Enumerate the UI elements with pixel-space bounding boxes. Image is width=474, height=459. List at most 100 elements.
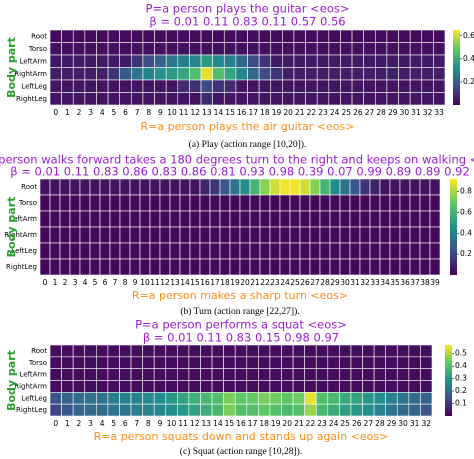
heat-cell <box>119 403 132 417</box>
caption: (a) Play (action range [10,20]). <box>189 139 307 150</box>
heat-cell <box>129 210 141 228</box>
heat-cell <box>249 258 261 276</box>
heat-cell <box>340 29 353 43</box>
heat-cell <box>200 380 213 393</box>
heat-cell <box>408 368 421 381</box>
x-tick-label: 19 <box>272 108 282 117</box>
row-label: RightLeg <box>6 263 37 271</box>
heat-cell <box>299 178 311 196</box>
heat-cell <box>373 380 386 393</box>
x-tick-label: 7 <box>135 108 140 117</box>
heat-cell <box>309 258 321 276</box>
x-tick-label: 19 <box>230 278 240 287</box>
y-axis-label: Body part <box>5 37 18 98</box>
heat-cell <box>385 380 398 393</box>
heat-cell <box>188 368 201 381</box>
heat-cell <box>107 92 121 106</box>
heat-cell <box>339 356 352 369</box>
heat-cell <box>165 79 179 93</box>
heat-cell <box>107 380 120 393</box>
row-label: LeftLeg <box>21 82 47 90</box>
heat-cell <box>293 42 306 56</box>
heat-cell <box>89 226 101 244</box>
heat-cell <box>229 242 241 260</box>
heat-cell <box>142 356 155 369</box>
heat-cell <box>363 42 376 56</box>
heat-cell <box>409 242 421 260</box>
heat-cell <box>177 356 190 369</box>
heat-cell <box>281 356 294 369</box>
heat-cell <box>177 79 190 93</box>
colorbar-tick-label: 0.2 <box>460 249 472 258</box>
heat-cell <box>369 226 381 244</box>
heat-cell <box>239 194 251 212</box>
x-tick-label: 32 <box>423 108 433 117</box>
x-tick-label: 22 <box>260 278 270 287</box>
heat-cell <box>396 344 410 358</box>
heat-cell <box>211 403 224 417</box>
x-tick-label: 17 <box>210 278 220 287</box>
heat-cell <box>433 42 446 56</box>
x-tick-label: 16 <box>237 108 247 117</box>
heat-cell <box>396 356 410 369</box>
heat-cell <box>188 392 201 405</box>
heat-cell <box>349 258 361 276</box>
heat-cell <box>212 79 225 93</box>
x-tick-label: 26 <box>353 108 363 117</box>
x-tick-label: 7 <box>113 278 118 287</box>
heat-cell <box>292 392 305 405</box>
heat-cell <box>269 226 281 244</box>
heat-cell <box>119 54 132 68</box>
heat-cell <box>247 54 260 68</box>
heat-cell <box>212 54 225 68</box>
x-tick-label: 9 <box>158 419 163 428</box>
heat-cell <box>409 210 421 228</box>
heat-cell <box>49 368 62 381</box>
heat-cell <box>39 178 51 196</box>
heat-cell <box>153 403 167 417</box>
heat-cell <box>351 42 364 56</box>
row-label: LeftLeg <box>11 247 37 255</box>
heat-cell <box>159 226 171 244</box>
heat-cell <box>159 258 171 276</box>
heat-cell <box>398 67 411 81</box>
heat-cell <box>281 344 294 358</box>
heat-cell <box>258 67 272 81</box>
heat-cell <box>61 29 74 43</box>
x-tick-label: 9 <box>158 108 163 117</box>
x-tick-label: 9 <box>133 278 138 287</box>
heat-cell <box>282 92 295 106</box>
heat-cell <box>211 344 224 358</box>
heat-cell <box>246 380 259 393</box>
heat-cell <box>339 380 352 393</box>
heat-cell <box>239 258 251 276</box>
heat-cell <box>316 54 330 68</box>
heat-cell <box>373 368 386 381</box>
heat-cell <box>421 92 434 106</box>
heat-cell <box>379 258 391 276</box>
heat-cell <box>374 54 388 68</box>
heat-cell <box>363 92 376 106</box>
heat-cell <box>349 194 361 212</box>
heat-cell <box>109 194 121 212</box>
heat-cell <box>316 42 330 56</box>
heat-cell <box>420 392 433 405</box>
heat-cell <box>165 356 178 369</box>
heat-cell <box>304 368 317 381</box>
heat-cell <box>389 178 401 196</box>
heat-cell <box>396 380 410 393</box>
heat-cell <box>109 242 121 260</box>
x-axis-label: R=a person makes a sharp turn <eos> <box>132 289 348 302</box>
heat-cell <box>72 54 86 68</box>
heat-cell <box>165 54 179 68</box>
heat-cell <box>259 178 271 196</box>
heat-cell <box>350 368 363 381</box>
heat-cell <box>142 67 155 81</box>
heat-cell <box>154 92 167 106</box>
heat-cell <box>200 403 213 417</box>
row-label: Root <box>31 32 47 40</box>
x-tick-label: 8 <box>146 419 151 428</box>
heat-cell <box>149 226 161 244</box>
heat-cell <box>399 210 411 228</box>
heat-cell <box>249 178 261 196</box>
